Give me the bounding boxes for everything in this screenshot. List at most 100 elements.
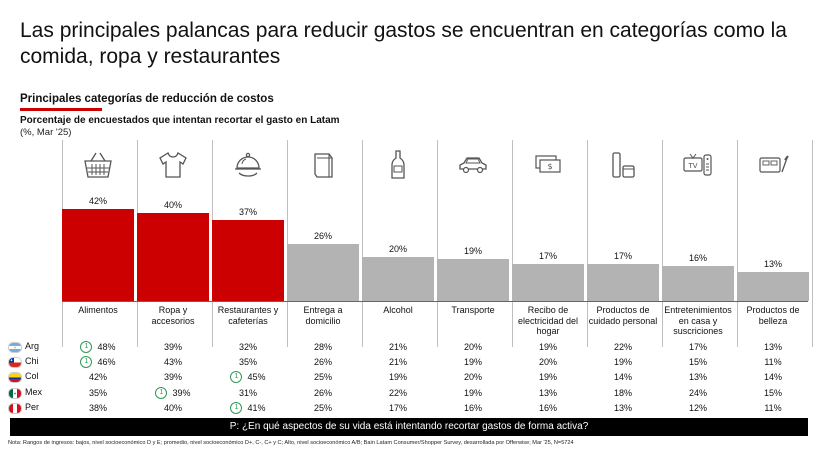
table-cell: 16% — [512, 401, 584, 415]
table-cell: 42% — [62, 370, 134, 384]
table-cell-value: 12% — [688, 403, 707, 413]
table-cell: 25% — [287, 370, 359, 384]
category-label-line: Productos de — [746, 305, 800, 315]
chart-subtitle: Principales categorías de reducción de c… — [20, 93, 274, 105]
category-label-line: Alcohol — [383, 305, 413, 315]
table-cell-value: 13% — [688, 372, 707, 382]
table-cell: 13% — [587, 401, 659, 415]
table-cell-value: 20% — [463, 372, 482, 382]
makeup-icon — [737, 144, 809, 186]
table-cell-value: 26% — [313, 388, 332, 398]
table-cell-value: 26% — [313, 357, 332, 367]
table-cell-value: 35% — [88, 388, 107, 398]
category-label-line: Alimentos — [78, 305, 118, 315]
table-cell-value: 14% — [613, 372, 632, 382]
category-label: Transporte — [437, 305, 509, 316]
table-cell: 14% — [587, 370, 659, 384]
table-cell: 17% — [662, 340, 734, 354]
table-cell: 22% — [587, 340, 659, 354]
table-cell: 1 45% — [212, 370, 284, 384]
table-cell-value: 19% — [463, 388, 482, 398]
country-row-label: Chi — [4, 355, 64, 369]
table-cell: 28% — [287, 340, 359, 354]
column-divider — [512, 140, 513, 347]
table-cell: 1 46% — [62, 355, 134, 369]
table-cell: 19% — [362, 370, 434, 384]
country-row-label: Arg — [4, 340, 64, 354]
svg-text:$: $ — [547, 162, 552, 171]
category-label-line: accesorios — [151, 315, 195, 326]
table-cell-value: 18% — [613, 388, 632, 398]
table-cell: 32% — [212, 340, 284, 354]
table-cell-value: 20% — [538, 357, 557, 367]
x-axis-baseline — [62, 301, 808, 302]
subtitle-underline — [20, 108, 102, 111]
category-label-line: hogar — [536, 326, 560, 336]
table-cell: 12% — [662, 401, 734, 415]
table-cell-value: 19% — [463, 357, 482, 367]
table-cell-value: 48% — [97, 342, 116, 352]
table-cell-value: 38% — [88, 403, 107, 413]
rank-first-badge: 1 — [80, 341, 93, 353]
table-cell: 16% — [437, 401, 509, 415]
cosmetics-icon — [587, 144, 659, 186]
table-cell-value: 21% — [388, 357, 407, 367]
basket-icon — [62, 144, 134, 186]
category-label-line: Recibo de — [527, 305, 569, 315]
table-cell: 13% — [512, 386, 584, 400]
bar-7 — [512, 263, 584, 301]
category-label-line: Restaurantes y — [217, 305, 279, 315]
table-cell-value: 42% — [88, 372, 107, 382]
column-divider — [662, 140, 663, 347]
category-label-line: cuidado personal — [588, 315, 658, 326]
category-label-line: electricidad del — [517, 315, 579, 326]
table-cell-value: 39% — [172, 388, 191, 398]
bar-value-label: 13% — [763, 259, 782, 270]
column-divider — [587, 140, 588, 347]
table-cell: 20% — [512, 355, 584, 369]
table-cell: 15% — [737, 386, 809, 400]
bar-value-label: 20% — [388, 244, 407, 254]
category-label-line: en casa y — [678, 315, 718, 326]
category-label: Entretenimientos en casa y suscriciones — [662, 305, 734, 337]
category-label: Restaurantes y cafeterías — [212, 305, 284, 326]
bar-1 — [62, 208, 134, 301]
table-cell: 11% — [737, 355, 809, 369]
table-cell: 18% — [587, 386, 659, 400]
flag-pe-icon — [8, 403, 22, 414]
country-name: Col — [25, 371, 39, 381]
table-cell: 31% — [212, 386, 284, 400]
category-label: Alimentos — [62, 305, 134, 316]
table-cell-value: 15% — [763, 388, 782, 398]
table-cell: 1 41% — [212, 401, 284, 415]
table-cell-value: 40% — [163, 403, 182, 413]
bar-value-label: 19% — [463, 246, 482, 257]
table-cell: 25% — [287, 401, 359, 415]
survey-question: P: ¿En qué aspectos de su vida está inte… — [10, 418, 808, 436]
svg-text:TV: TV — [687, 162, 697, 170]
rank-first-badge: 1 — [230, 402, 243, 414]
table-cell: 20% — [437, 370, 509, 384]
table-cell: 26% — [287, 355, 359, 369]
flag-co-icon — [8, 372, 22, 383]
category-label: Ropa y accesorios — [137, 305, 209, 326]
shirt-icon — [137, 144, 209, 186]
bar-2 — [137, 213, 209, 301]
bottle-icon — [362, 144, 434, 186]
table-cell-value: 21% — [388, 342, 407, 352]
table-cell: 22% — [362, 386, 434, 400]
table-cell: 19% — [512, 370, 584, 384]
category-label-line: Ropa y — [158, 305, 188, 315]
country-name: Mex — [25, 387, 43, 397]
column-divider — [737, 140, 738, 347]
bar-value-label: 16% — [688, 252, 707, 263]
table-cell: 38% — [62, 401, 134, 415]
table-cell: 19% — [437, 386, 509, 400]
table-cell: 13% — [737, 340, 809, 354]
table-cell-value: 39% — [163, 342, 182, 352]
table-cell-value: 19% — [538, 342, 557, 352]
country-name: Per — [25, 402, 40, 412]
category-label-line: cafeterías — [228, 315, 268, 326]
table-cell-value: 17% — [688, 342, 707, 352]
table-cell: 19% — [512, 340, 584, 354]
